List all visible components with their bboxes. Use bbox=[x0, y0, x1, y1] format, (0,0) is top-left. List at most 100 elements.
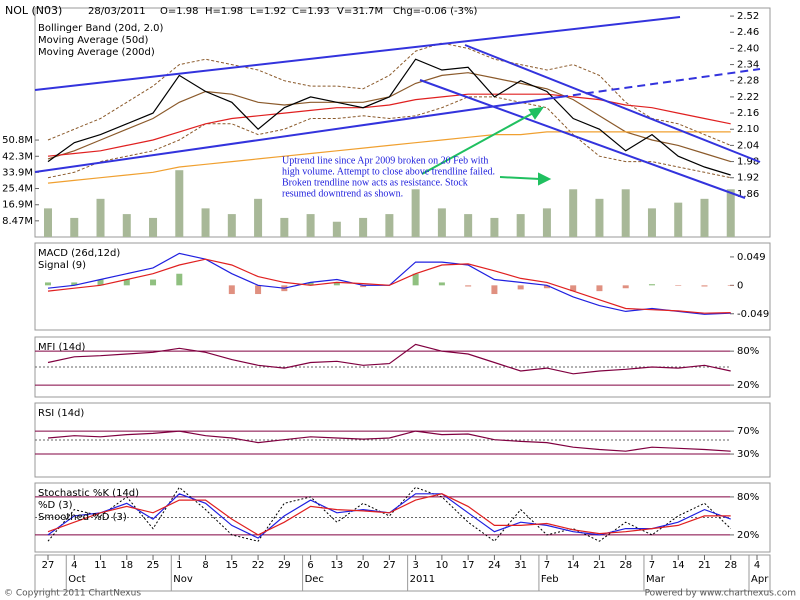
bar bbox=[97, 279, 104, 286]
bar bbox=[254, 198, 263, 237]
series-line bbox=[47, 96, 731, 179]
x-tick-label: 27 bbox=[383, 560, 396, 571]
trendline bbox=[34, 96, 561, 173]
legend-entry: Moving Average (200d) bbox=[38, 47, 155, 58]
x-tick-label: 29 bbox=[278, 560, 291, 571]
bar bbox=[122, 214, 131, 237]
bar bbox=[516, 214, 525, 237]
bar bbox=[44, 208, 52, 237]
annotation-line: Broken trendline now acts as resistance.… bbox=[282, 177, 468, 188]
x-tick-label: 28 bbox=[724, 560, 737, 571]
x-tick-label: 10 bbox=[436, 560, 449, 571]
y2-tick-label: 42.3M bbox=[2, 151, 33, 162]
bar bbox=[465, 285, 472, 287]
legend-entry: MACD (26d,12d) bbox=[38, 248, 120, 259]
bar bbox=[70, 217, 79, 237]
y-tick-label: 2.34 bbox=[737, 60, 759, 71]
bar bbox=[621, 189, 630, 237]
month-label: Mar bbox=[646, 574, 666, 585]
x-tick-label: 4 bbox=[754, 560, 760, 571]
bar bbox=[596, 285, 603, 292]
panel-frame bbox=[34, 7, 771, 238]
arrows bbox=[421, 106, 552, 186]
bar bbox=[96, 198, 105, 237]
legend-entry: Stochastic %K (14d) bbox=[38, 488, 139, 499]
x-tick-label: 25 bbox=[147, 560, 160, 571]
x-tick-label: 15 bbox=[225, 560, 238, 571]
trendline bbox=[34, 16, 681, 91]
bar bbox=[517, 285, 524, 290]
symbol: NOL (N03) bbox=[5, 4, 62, 17]
trendline-extension bbox=[559, 68, 761, 98]
bar bbox=[675, 285, 682, 286]
x-tick-label: 13 bbox=[330, 560, 343, 571]
bar bbox=[701, 285, 708, 287]
bar bbox=[437, 208, 446, 237]
x-tick-label: 21 bbox=[593, 560, 606, 571]
y-tick-label: 70% bbox=[737, 426, 759, 437]
arrow bbox=[499, 176, 541, 180]
x-tick-label: 3 bbox=[412, 560, 418, 571]
bar bbox=[412, 273, 419, 286]
annotation-line: resumed downtrend as shown. bbox=[282, 188, 403, 199]
open: O=1.98 bbox=[160, 6, 199, 17]
bar bbox=[255, 285, 262, 295]
x-tick-label: 6 bbox=[307, 560, 313, 571]
header: NOL (N03) 28/03/2011 O=1.98 H=1.98 L=1.9… bbox=[5, 4, 477, 17]
bar bbox=[150, 279, 157, 286]
bar bbox=[570, 285, 577, 292]
x-tick-label: 27 bbox=[42, 560, 55, 571]
channel-line bbox=[464, 44, 761, 163]
bar bbox=[569, 189, 578, 237]
y-tick-label: 20% bbox=[737, 380, 759, 391]
x-tick-label: 22 bbox=[252, 560, 265, 571]
bar bbox=[228, 285, 235, 295]
arrow-head bbox=[538, 172, 552, 186]
series-line bbox=[47, 430, 731, 452]
y2-tick-label: 8.47M bbox=[2, 216, 33, 227]
legend-entry: MFI (14d) bbox=[38, 342, 85, 353]
bar bbox=[201, 208, 210, 237]
y-tick-label: 2.46 bbox=[737, 27, 759, 38]
annotation-line: Uptrend line since Apr 2009 broken on 20… bbox=[282, 155, 488, 166]
bar bbox=[490, 217, 499, 237]
arrow bbox=[421, 111, 536, 175]
y-tick-label: 2.28 bbox=[737, 76, 759, 87]
y-tick-label: 20% bbox=[737, 530, 759, 541]
series-line bbox=[47, 343, 731, 375]
arrow-head bbox=[528, 106, 545, 120]
bar bbox=[307, 282, 314, 286]
series-line bbox=[47, 486, 732, 542]
legend-entry: Smoothed %D (3) bbox=[38, 512, 127, 523]
x-tick-label: 28 bbox=[619, 560, 632, 571]
bar bbox=[45, 282, 51, 286]
bar bbox=[647, 208, 656, 237]
x-tick-label: 31 bbox=[514, 560, 527, 571]
y2-tick-label: 25.4M bbox=[2, 184, 33, 195]
bar bbox=[227, 214, 236, 237]
low: L=1.92 bbox=[250, 6, 286, 17]
bar bbox=[360, 285, 367, 288]
x-tick-label: 17 bbox=[462, 560, 475, 571]
bar bbox=[359, 217, 368, 237]
bar bbox=[123, 279, 130, 286]
x-tick-label: 11 bbox=[94, 560, 107, 571]
x-tick-label: 20 bbox=[357, 560, 370, 571]
bar bbox=[595, 198, 604, 237]
series-line bbox=[47, 258, 731, 314]
bar bbox=[333, 282, 340, 286]
close: C=1.93 bbox=[292, 6, 330, 17]
panels: 2.52 2.46 2.40 2.34 2.28 2.22 2.16 2.10 2.04 1.98… bbox=[2, 7, 771, 553]
x-tick-label: 14 bbox=[567, 560, 580, 571]
y-tick-label: 0.049 bbox=[737, 252, 766, 263]
panel-frame bbox=[34, 242, 771, 331]
bar bbox=[542, 208, 551, 237]
y-tick-label: 0 bbox=[737, 280, 743, 291]
month-label: Nov bbox=[173, 574, 193, 585]
bar bbox=[175, 170, 184, 237]
y-tick-label: 1.98 bbox=[737, 157, 759, 168]
change: Chg=-0.06 (-3%) bbox=[393, 6, 477, 17]
x-tick-label: 4 bbox=[71, 560, 77, 571]
bar bbox=[622, 285, 629, 289]
y-tick-label: 2.22 bbox=[737, 92, 759, 103]
